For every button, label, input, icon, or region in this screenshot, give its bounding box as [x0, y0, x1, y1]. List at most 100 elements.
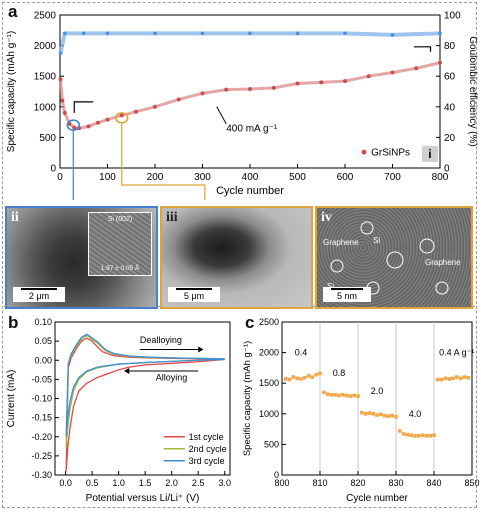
x-axis-label: Cycle number — [216, 185, 284, 197]
micrograph-iv: iv Graphene Si Si Graphene 5 nm — [315, 206, 473, 309]
legend-label: 2nd cycle — [189, 444, 227, 454]
capacity-point — [295, 81, 300, 86]
x-axis-label: Cycle number — [346, 493, 408, 504]
efficiency-point — [105, 31, 110, 36]
rate-label: 0.4 A g⁻¹ — [439, 348, 474, 358]
rate-point — [371, 412, 375, 416]
y-axis-label: Current (mA) — [6, 370, 17, 428]
capacity-point — [96, 120, 100, 125]
x-tick-label: 700 — [384, 172, 401, 183]
scalebar-ii: 2 μm — [13, 287, 65, 302]
rate-point — [455, 375, 459, 379]
y2-tick-label: 40 — [444, 102, 456, 113]
capacity-point — [105, 117, 110, 122]
inset-lattice-label: Si (002) — [107, 216, 133, 223]
panel-label-b: b — [8, 313, 19, 332]
rate-point — [439, 377, 444, 382]
y2-tick-label: 20 — [444, 133, 456, 144]
efficiency-point — [58, 51, 63, 56]
rate-point — [306, 374, 311, 378]
capacity-point — [343, 79, 347, 84]
x-tick-label: 810 — [312, 478, 327, 488]
x-tick-label: 500 — [289, 172, 306, 183]
legend-label: 1st cycle — [189, 432, 224, 442]
label-si-top: Si — [373, 236, 381, 245]
rate-point — [310, 375, 315, 379]
rate-point — [325, 392, 330, 397]
micrograph-iii: iii 5 μm — [160, 206, 313, 309]
label-graphene-right: Graphene — [425, 258, 461, 267]
rate-label: 2.0 — [371, 386, 384, 396]
rate-point — [413, 434, 417, 438]
y-tick-label: 2500 — [259, 317, 279, 327]
capacity-point — [134, 109, 138, 114]
chart-a: 0 100 200 300 400 500 600 700 800050010001500200… — [6, 11, 478, 200]
rate-point — [333, 393, 337, 397]
rate-point — [447, 377, 451, 381]
scalebar-iii-label: 5 μm — [183, 291, 205, 301]
rate-point — [390, 413, 394, 418]
rate-point — [303, 375, 307, 380]
rate-label: 4.0 — [409, 409, 422, 419]
capacity-point — [62, 110, 67, 115]
rate-point — [367, 411, 372, 415]
rate-point — [451, 376, 455, 381]
x-tick-label: 400 — [242, 172, 259, 183]
right-axis-arrow — [413, 46, 432, 52]
rate-point — [432, 433, 436, 438]
rate-point — [466, 375, 470, 380]
capacity-point — [414, 66, 419, 71]
y-tick-label: -0.30 — [31, 470, 52, 480]
x-tick-label: 0 — [57, 172, 63, 183]
rate-point — [295, 376, 299, 381]
y-tick-label: 0.00 — [34, 355, 52, 365]
x-tick-label: 800 — [432, 172, 449, 183]
rate-point — [352, 393, 356, 398]
inset-lattice-value: 1.97 ± 0.05 Å — [100, 265, 140, 272]
annotation-arrow — [216, 106, 227, 125]
micrograph-label-iv: iv — [321, 210, 332, 225]
capacity-series — [58, 61, 441, 130]
rate-point — [382, 413, 387, 418]
capacity-point — [319, 80, 324, 85]
y-axis-label: Specific capacity (mAh g⁻¹) — [242, 341, 253, 456]
efficiency-point — [81, 31, 86, 36]
micrograph-label-iii: iii — [166, 210, 178, 225]
efficiency-point — [248, 31, 252, 36]
cv-curve-1 — [65, 337, 225, 472]
micrograph-label-ii: ii — [11, 210, 19, 225]
rate-point — [344, 393, 349, 398]
y-tick-label: 1500 — [34, 72, 57, 83]
capacity-point — [72, 125, 77, 130]
rate-point — [409, 433, 413, 438]
rate-point — [291, 375, 296, 379]
y-tick-label: -0.05 — [31, 374, 52, 384]
legend-label: 3rd cycle — [189, 456, 225, 466]
capacity-point — [153, 104, 157, 109]
x-tick-label: 840 — [426, 478, 441, 488]
capacity-point — [176, 97, 181, 102]
y2-tick-label: 80 — [444, 41, 456, 52]
panel-label-c: c — [245, 313, 255, 332]
x-tick-label: 300 — [194, 172, 211, 183]
y-tick-label: 2000 — [34, 41, 57, 52]
x-tick-label: 200 — [147, 172, 164, 183]
x-tick-label: 0.0 — [59, 478, 72, 488]
rate-point — [363, 412, 368, 416]
rate-label: 0.4 — [295, 348, 308, 358]
scalebar-iii: 5 μm — [168, 287, 220, 302]
rate-point — [287, 377, 292, 382]
efficiency-series — [58, 31, 441, 54]
rate-point — [394, 415, 398, 419]
rate-point — [356, 394, 360, 398]
x-tick-label: 800 — [274, 478, 289, 488]
chart-c: 800 810 820 830 840 850 0 500 1000 1500 2000 2500 Cy… — [242, 317, 480, 504]
rate-point — [299, 377, 303, 381]
capacity-point — [58, 77, 63, 82]
y2-axis-label: Goulombic efficiency (%) — [467, 36, 478, 146]
rate-point — [401, 432, 406, 436]
rate-point — [375, 413, 379, 417]
rate-point — [462, 375, 467, 379]
cv-curve-3 — [65, 333, 225, 437]
capacity-point — [271, 85, 276, 90]
